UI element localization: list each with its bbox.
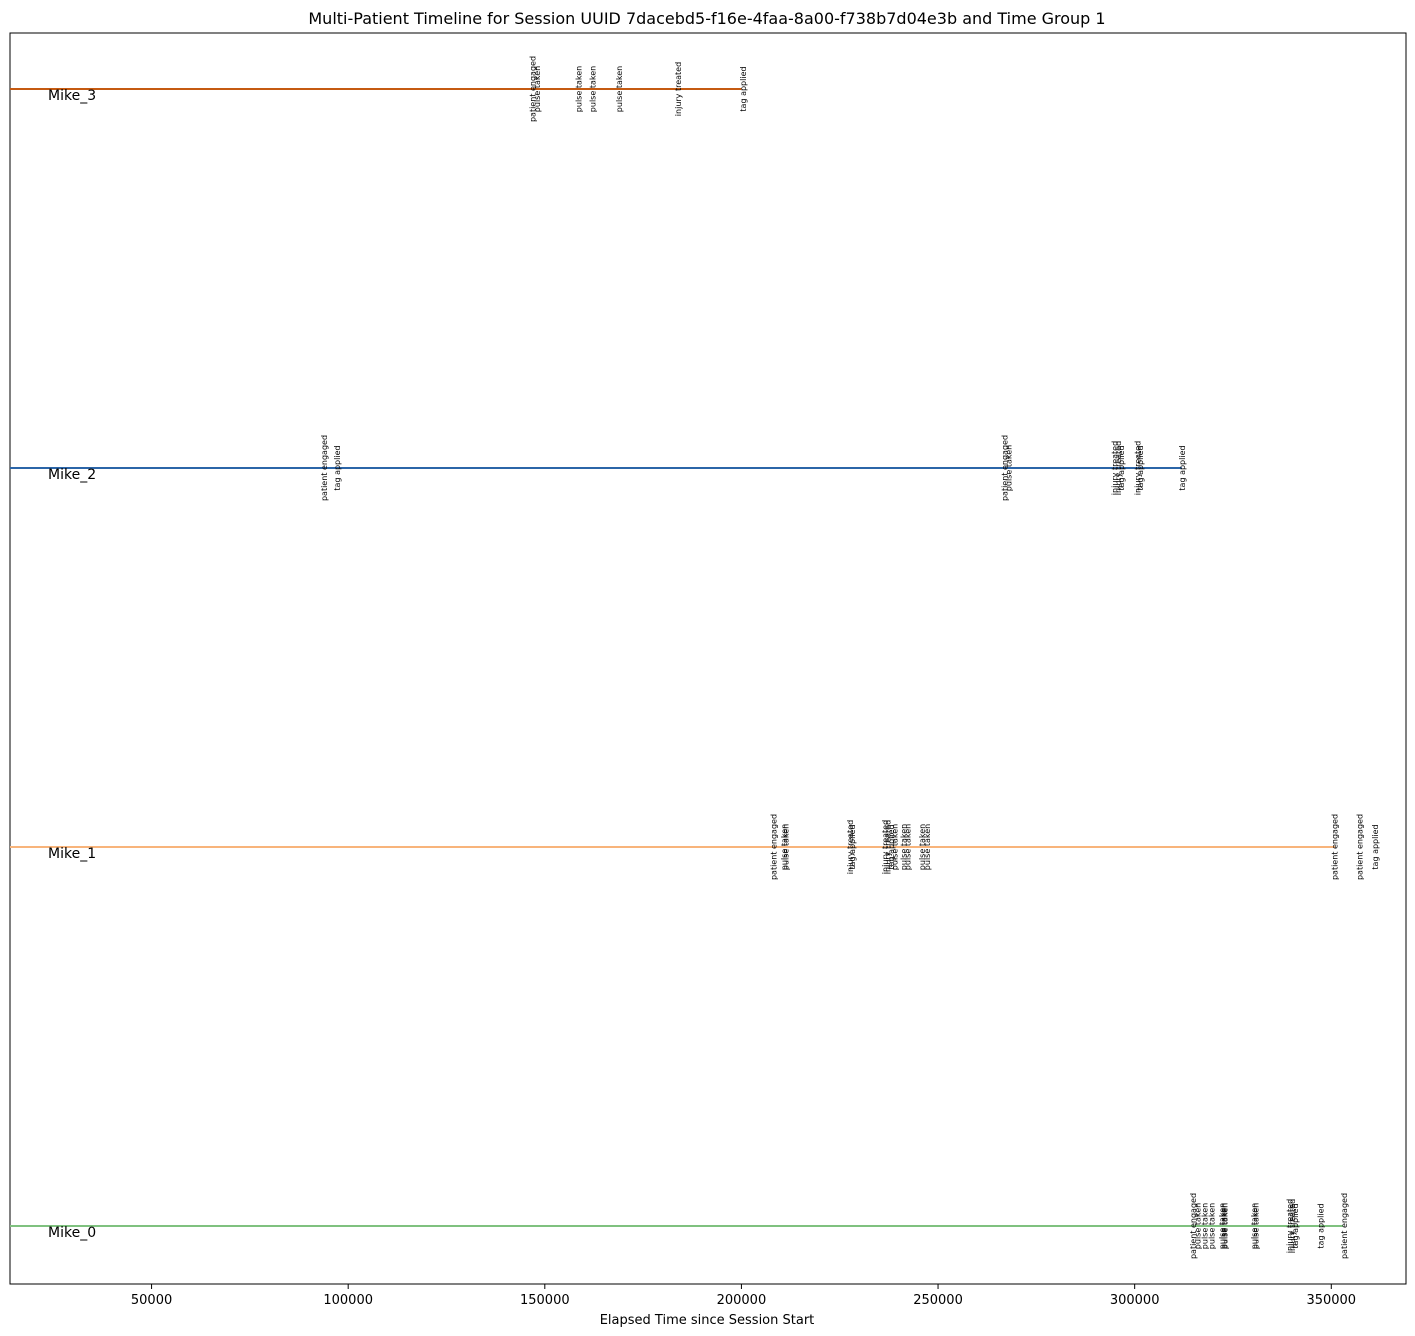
event-label: injury treated <box>1288 1199 1297 1253</box>
chart-title: Multi-Patient Timeline for Session UUID … <box>308 9 1105 28</box>
event-label: pulse taken <box>780 824 789 870</box>
event-label: injury treated <box>674 62 683 116</box>
event-label: tag applied <box>848 824 857 869</box>
event-label: patient engaged <box>529 56 538 122</box>
event-label: tag applied <box>1291 1203 1300 1248</box>
event-label: tag applied <box>739 66 748 111</box>
event-label: patient engaged <box>770 814 779 880</box>
x-tick-label: 250000 <box>913 1293 963 1308</box>
event-label: tag applied <box>1178 445 1187 490</box>
event-label: pulse taken <box>1208 1203 1217 1249</box>
plot-area-frame <box>9 32 1407 1285</box>
event-label: pulse taken <box>1201 1203 1210 1249</box>
event-label: pulse taken <box>1218 1203 1227 1249</box>
event-label: injury treated <box>884 820 893 874</box>
event-label: pulse taken <box>1221 1203 1230 1249</box>
event-label: pulse taken <box>923 824 932 870</box>
x-tick-label: 100000 <box>323 1293 373 1308</box>
event-label: pulse taken <box>533 66 542 112</box>
event-label: tag applied <box>333 445 342 490</box>
patient-label: Mike_3 <box>48 88 96 104</box>
event-label: patient engaged <box>320 435 329 501</box>
x-axis: 50000 100000 150000 200000 250000 300000 35000… <box>131 1284 1356 1308</box>
x-tick-label: 50000 <box>131 1293 172 1308</box>
event-label: pulse taken <box>588 66 597 112</box>
event-label: injury treated <box>1114 441 1123 495</box>
event-label: pulse taken <box>615 66 624 112</box>
series-mike-2: Mike_2 patient engaged tag applied patient … <box>10 435 1187 501</box>
event-label: pulse taken <box>781 824 790 870</box>
event-label: tag applied <box>1371 824 1380 869</box>
x-tick-label: 300000 <box>1110 1293 1160 1308</box>
event-label: injury treated <box>1133 441 1142 495</box>
event-label: patient engaged <box>1189 1193 1198 1259</box>
x-tick-label: 200000 <box>717 1293 767 1308</box>
event-label: pulse taken <box>1252 1203 1261 1249</box>
x-axis-label: Elapsed Time since Session Start <box>600 1313 815 1328</box>
event-label: tag applied <box>1317 1203 1326 1248</box>
event-label: patient engaged <box>1000 435 1009 501</box>
patient-label: Mike_2 <box>48 467 96 483</box>
event-label: pulse taken <box>918 824 927 870</box>
event-label: pulse taken <box>575 66 584 112</box>
event-label: pulse taken <box>1005 445 1014 491</box>
event-label: injury treated <box>881 820 890 874</box>
event-label: pulse taken <box>900 824 909 870</box>
event-label: pulse taken <box>903 824 912 870</box>
patient-label: Mike_1 <box>48 846 96 862</box>
event-label: patient engaged <box>1356 814 1365 880</box>
patient-label: Mike_0 <box>48 1225 96 1241</box>
event-label: tag applied <box>1117 445 1126 490</box>
event-label: pulse taken <box>1250 1203 1259 1249</box>
event-label: injury treated <box>846 820 855 874</box>
event-label: pulse taken <box>1194 1203 1203 1249</box>
event-label: patient engaged <box>1340 1193 1349 1259</box>
event-label: pulse taken <box>1219 1203 1228 1249</box>
event-label: patient engaged <box>1331 814 1340 880</box>
event-label: injury treated <box>1111 441 1120 495</box>
event-label: tag applied <box>887 824 896 869</box>
event-label: tag applied <box>1136 445 1145 490</box>
x-tick-label: 350000 <box>1306 1293 1356 1308</box>
x-tick-label: 150000 <box>520 1293 570 1308</box>
event-label: injury treated <box>1286 1199 1295 1253</box>
event-label: pulse taken <box>890 824 899 870</box>
